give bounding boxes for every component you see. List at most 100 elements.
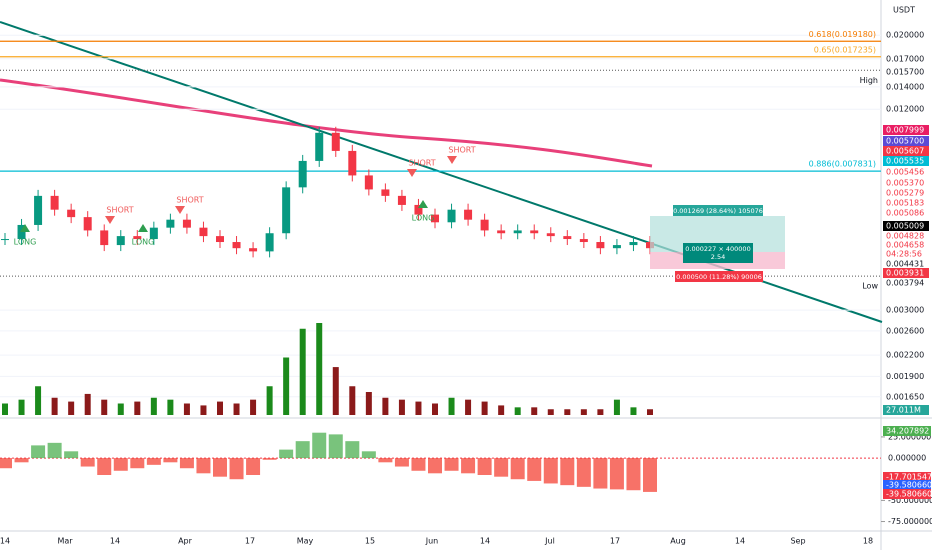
x-tick-label: Jul xyxy=(544,537,555,546)
long-marker xyxy=(138,224,148,232)
osc-bar xyxy=(411,458,426,471)
osc-bar xyxy=(130,458,145,469)
osc-bar xyxy=(576,458,591,487)
osc-bar xyxy=(593,458,608,489)
osc-bar xyxy=(295,441,310,459)
candle xyxy=(480,219,489,231)
candle xyxy=(50,195,59,210)
volume-bar xyxy=(283,357,290,415)
volume-bar xyxy=(630,407,637,415)
moving-average xyxy=(0,78,653,168)
stop-box xyxy=(675,271,763,282)
volume-bar xyxy=(299,328,306,415)
candle xyxy=(513,230,522,234)
volume-bar xyxy=(250,399,257,415)
volume-bar xyxy=(465,399,472,415)
x-tick-label: 14 xyxy=(0,537,10,546)
y-tick-label: 0.014000 xyxy=(886,82,924,91)
ratio-label: 2.54 xyxy=(711,253,725,261)
y-tick-label: 0.002600 xyxy=(886,326,924,335)
volume-bar xyxy=(564,409,571,415)
osc-bar xyxy=(510,458,525,480)
price-tag-label: 0.003931 xyxy=(886,269,924,278)
osc-tag xyxy=(883,472,931,482)
volume-bar xyxy=(84,393,91,415)
x-tick-label: Mar xyxy=(57,537,73,546)
volume-bar xyxy=(481,401,488,415)
osc-bar xyxy=(477,458,492,475)
x-tick-label: 14 xyxy=(110,537,120,546)
osc-bar xyxy=(246,458,261,475)
osc-bar xyxy=(560,458,575,486)
x-tick-label: 14 xyxy=(735,537,745,546)
x-tick-label: 17 xyxy=(245,537,255,546)
price-tag xyxy=(883,167,929,177)
osc-bar xyxy=(47,442,62,459)
price-tag-label: 0.007999 xyxy=(886,126,924,135)
currency: USDT xyxy=(893,6,915,15)
volume-bar xyxy=(18,399,25,415)
volume-bar xyxy=(117,403,124,415)
price-tag xyxy=(883,259,929,269)
price-tag-label: 0.003794 xyxy=(886,279,924,288)
price-tag xyxy=(883,240,929,250)
price-tag xyxy=(883,136,929,146)
signal-label: SHORT xyxy=(408,159,435,168)
entry-box xyxy=(683,243,753,263)
volume-bar xyxy=(448,397,455,415)
candle xyxy=(1,239,9,241)
osc-bar xyxy=(461,458,476,474)
osc-bar xyxy=(643,458,657,492)
osc-bar xyxy=(262,458,277,460)
candle xyxy=(530,230,539,234)
signal-label: SHORT xyxy=(176,196,203,205)
candle xyxy=(348,150,357,176)
volume-bar xyxy=(597,409,604,415)
price-tag xyxy=(883,405,929,415)
price-tag xyxy=(883,208,929,218)
osc-bar xyxy=(345,441,360,459)
x-tick-label: 17 xyxy=(610,537,620,546)
osc-bar xyxy=(312,432,327,459)
price-tag-label: 0.015700 xyxy=(886,68,924,77)
short-marker xyxy=(105,216,115,224)
x-tick-label: Sep xyxy=(790,537,805,546)
candle xyxy=(497,230,506,234)
extreme-label: Low xyxy=(862,282,878,291)
price-tag-label: 0.004431 xyxy=(886,260,924,269)
volume-bar xyxy=(233,403,240,415)
osc-bar xyxy=(196,458,211,474)
candle xyxy=(629,242,638,246)
osc-tick-label: 0.000000 xyxy=(888,454,926,463)
candle xyxy=(83,217,92,231)
price-tag-label: 0.005535 xyxy=(886,157,924,166)
price-tag-label: 27.011M xyxy=(886,406,921,415)
y-tick-label: 0.017000 xyxy=(886,54,924,63)
candle xyxy=(34,195,43,225)
volume-bar xyxy=(266,386,273,415)
y-tick-label: 0.020000 xyxy=(886,31,924,40)
x-tick-label: 15 xyxy=(365,537,375,546)
volume-bar xyxy=(547,409,554,415)
x-tick-label: May xyxy=(297,537,314,546)
candle xyxy=(232,242,241,249)
y-tick-label: 0.003000 xyxy=(886,306,924,315)
x-tick-label: Apr xyxy=(178,537,193,546)
osc-bar xyxy=(14,458,29,463)
candle xyxy=(331,132,340,151)
candle xyxy=(282,187,291,234)
osc-bar xyxy=(494,458,509,477)
x-tick-label: 14 xyxy=(480,537,490,546)
price-tag-label: 0.005183 xyxy=(886,199,924,208)
volume-bar xyxy=(647,409,653,415)
stop-label: 0.000500 (11.28%) 90006 xyxy=(676,273,762,281)
candle xyxy=(298,160,307,188)
osc-tick-label: 25.000000 xyxy=(888,432,931,441)
candle xyxy=(149,227,158,240)
y-tick-label: 0.012000 xyxy=(886,105,924,114)
volume-bar xyxy=(316,323,323,415)
volume-bar xyxy=(2,403,8,415)
price-tag-label: 0.005456 xyxy=(886,168,924,177)
volume-bar xyxy=(51,397,58,415)
